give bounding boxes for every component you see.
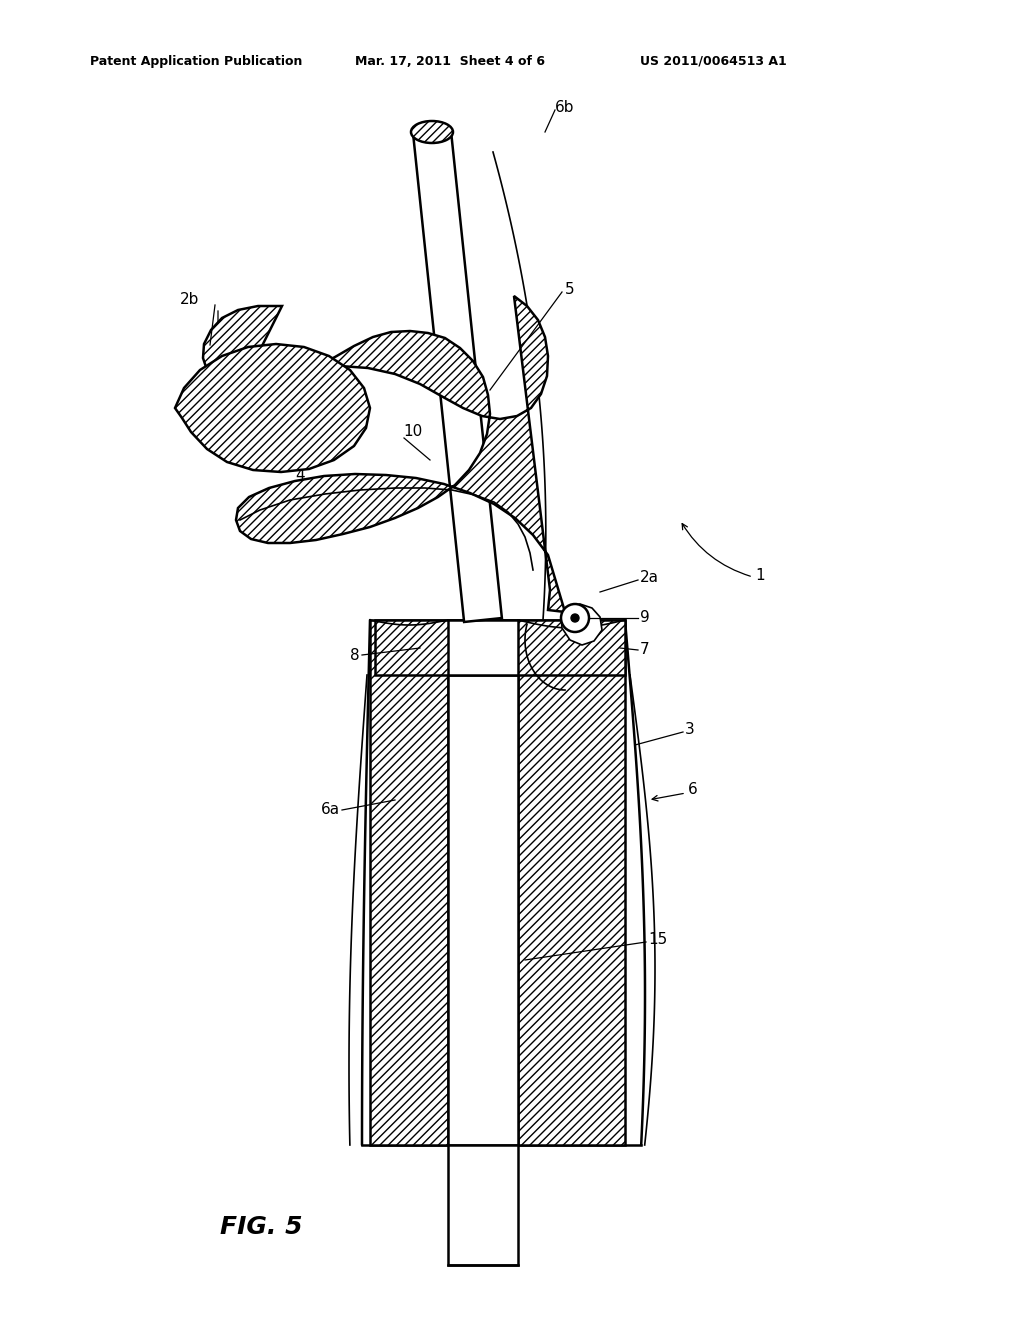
Text: 5: 5 xyxy=(565,282,574,297)
Text: 7: 7 xyxy=(640,643,649,657)
Text: Patent Application Publication: Patent Application Publication xyxy=(90,55,302,69)
Text: 8: 8 xyxy=(350,648,360,663)
Text: 6a: 6a xyxy=(321,803,340,817)
Polygon shape xyxy=(449,620,518,1144)
Polygon shape xyxy=(375,620,625,675)
Polygon shape xyxy=(449,1144,518,1265)
Text: 1: 1 xyxy=(755,568,765,582)
Text: FIG. 5: FIG. 5 xyxy=(220,1214,302,1239)
Circle shape xyxy=(571,614,579,622)
Text: Mar. 17, 2011  Sheet 4 of 6: Mar. 17, 2011 Sheet 4 of 6 xyxy=(355,55,545,69)
Polygon shape xyxy=(370,620,449,1144)
Text: 10: 10 xyxy=(403,425,422,440)
Polygon shape xyxy=(175,345,370,473)
Text: 6: 6 xyxy=(688,783,697,797)
Polygon shape xyxy=(518,620,625,1144)
Text: 3: 3 xyxy=(685,722,694,738)
Polygon shape xyxy=(561,605,602,645)
Text: 2b: 2b xyxy=(180,293,200,308)
Text: 4: 4 xyxy=(295,467,304,483)
Text: 2a: 2a xyxy=(640,570,659,586)
Circle shape xyxy=(561,605,589,632)
Ellipse shape xyxy=(411,121,453,143)
Polygon shape xyxy=(413,131,502,622)
Polygon shape xyxy=(203,296,565,612)
Text: 6b: 6b xyxy=(555,100,574,116)
Polygon shape xyxy=(449,620,518,675)
Text: 9: 9 xyxy=(640,610,650,626)
Text: 15: 15 xyxy=(648,932,668,948)
Text: US 2011/0064513 A1: US 2011/0064513 A1 xyxy=(640,55,786,69)
Text: 2: 2 xyxy=(278,531,288,545)
